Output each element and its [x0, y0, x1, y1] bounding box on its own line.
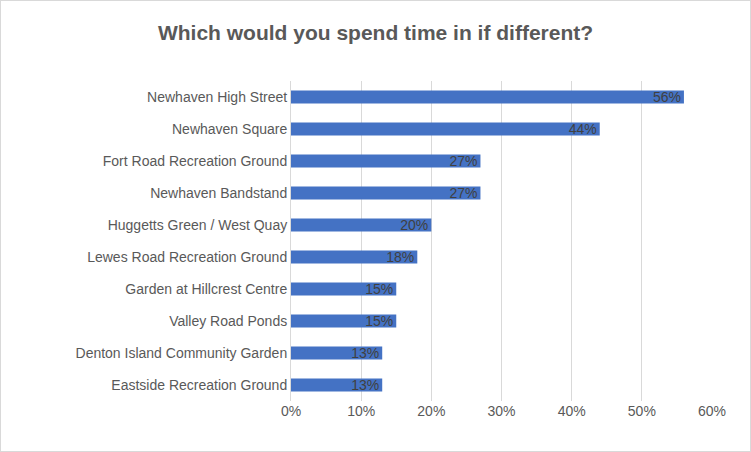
svg-text:Eastside Recreation Ground: Eastside Recreation Ground: [111, 377, 287, 393]
svg-text:20%: 20%: [417, 403, 445, 419]
svg-text:Which would you spend time in: Which would you spend time in if differe…: [158, 21, 593, 44]
svg-text:Fort Road Recreation Ground: Fort Road Recreation Ground: [103, 153, 287, 169]
svg-text:40%: 40%: [558, 403, 586, 419]
svg-text:20%: 20%: [400, 217, 428, 233]
svg-text:Huggetts Green / West Quay: Huggetts Green / West Quay: [108, 217, 288, 233]
svg-text:56%: 56%: [653, 89, 681, 105]
svg-text:13%: 13%: [351, 377, 379, 393]
svg-text:27%: 27%: [449, 185, 477, 201]
svg-text:50%: 50%: [628, 403, 656, 419]
svg-text:Garden at Hillcrest Centre: Garden at Hillcrest Centre: [125, 281, 287, 297]
svg-text:Valley Road Ponds: Valley Road Ponds: [169, 313, 287, 329]
svg-text:Newhaven Square: Newhaven Square: [172, 121, 287, 137]
svg-text:Newhaven High Street: Newhaven High Street: [147, 89, 287, 105]
svg-text:10%: 10%: [347, 403, 375, 419]
svg-text:0%: 0%: [281, 403, 301, 419]
svg-text:Lewes Road Recreation Ground: Lewes Road Recreation Ground: [87, 249, 287, 265]
svg-text:30%: 30%: [487, 403, 515, 419]
svg-text:15%: 15%: [365, 313, 393, 329]
svg-text:27%: 27%: [449, 153, 477, 169]
svg-text:Newhaven Bandstand: Newhaven Bandstand: [150, 185, 287, 201]
svg-text:44%: 44%: [569, 121, 597, 137]
svg-text:18%: 18%: [386, 249, 414, 265]
svg-text:60%: 60%: [698, 403, 726, 419]
svg-text:13%: 13%: [351, 345, 379, 361]
svg-text:15%: 15%: [365, 281, 393, 297]
svg-text:Denton Island Community Garden: Denton Island Community Garden: [76, 345, 288, 361]
